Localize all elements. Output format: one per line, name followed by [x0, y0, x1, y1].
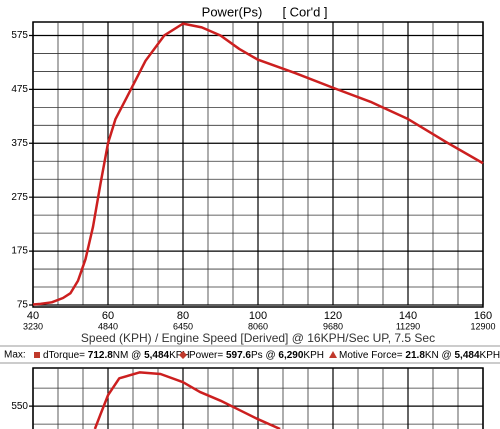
legend-speed-unit: KPH: [303, 350, 324, 361]
x2-tick-label: 6450: [173, 321, 193, 331]
x-tick-label: 80: [177, 310, 189, 322]
y-tick-label: 75: [17, 300, 29, 311]
x-axis-label: Speed (KPH) / Engine Speed [Derived] @ 1…: [81, 331, 435, 345]
legend-entry: Motive Force= 21.8KN @ 5,484KPH: [339, 350, 500, 361]
y-tick-label: 475: [11, 84, 28, 95]
legend-speed: 5,484: [144, 350, 169, 361]
max-label: Max:: [4, 350, 26, 361]
legend-value: 597.6: [226, 350, 251, 361]
chart-title: Power(Ps): [202, 4, 263, 19]
legend-marker: [34, 352, 40, 358]
x-tick-label: 120: [324, 310, 342, 322]
x-tick-label: 40: [27, 310, 39, 322]
x-tick-label: 60: [102, 310, 114, 322]
x-tick-label: 160: [474, 310, 492, 322]
legend-value: 21.8: [405, 350, 425, 361]
chart: 550: [11, 367, 484, 429]
legend-name: Motive Force=: [339, 350, 405, 361]
legend-speed: 5,484: [455, 350, 480, 361]
x2-tick-label: 4840: [98, 321, 118, 331]
legend-speed: 6,290: [278, 350, 303, 361]
legend-marker: [179, 351, 187, 359]
legend-marker: [329, 351, 337, 358]
x2-tick-label: 11290: [396, 321, 420, 331]
x2-tick-label: 8060: [248, 321, 268, 331]
chart-subtitle: [ Cor'd ]: [282, 4, 327, 19]
legend-name: dTorque=: [43, 350, 88, 361]
y-tick-label: 550: [11, 401, 28, 412]
legend-value: 712.8: [88, 350, 113, 361]
x2-tick-label: 3230: [23, 321, 43, 331]
legend-unit: KN @: [425, 350, 455, 361]
legend-unit: Ps @: [251, 350, 278, 361]
max-summary: dTorque= 712.8NM @ 5,484KPHPower= 597.6P…: [34, 350, 500, 361]
y-tick-label: 375: [11, 138, 28, 149]
x-tick-label: 100: [249, 310, 267, 322]
x2-tick-label: 9680: [323, 321, 343, 331]
y-tick-label: 575: [11, 30, 28, 41]
x2-tick-label: 12900: [470, 321, 495, 331]
legend-name: Power=: [189, 350, 226, 361]
power-curve: [32, 22, 484, 306]
y-tick-label: 275: [11, 192, 28, 203]
legend-entry: Power= 597.6Ps @ 6,290KPH: [189, 350, 324, 361]
y-tick-label: 175: [11, 246, 28, 257]
x-tick-label: 140: [399, 310, 417, 322]
legend-unit: NM @: [113, 350, 144, 361]
legend-speed-unit: KPH: [480, 350, 500, 361]
power-curve: [93, 371, 281, 429]
legend-entry: dTorque= 712.8NM @ 5,484KPH: [43, 350, 190, 361]
